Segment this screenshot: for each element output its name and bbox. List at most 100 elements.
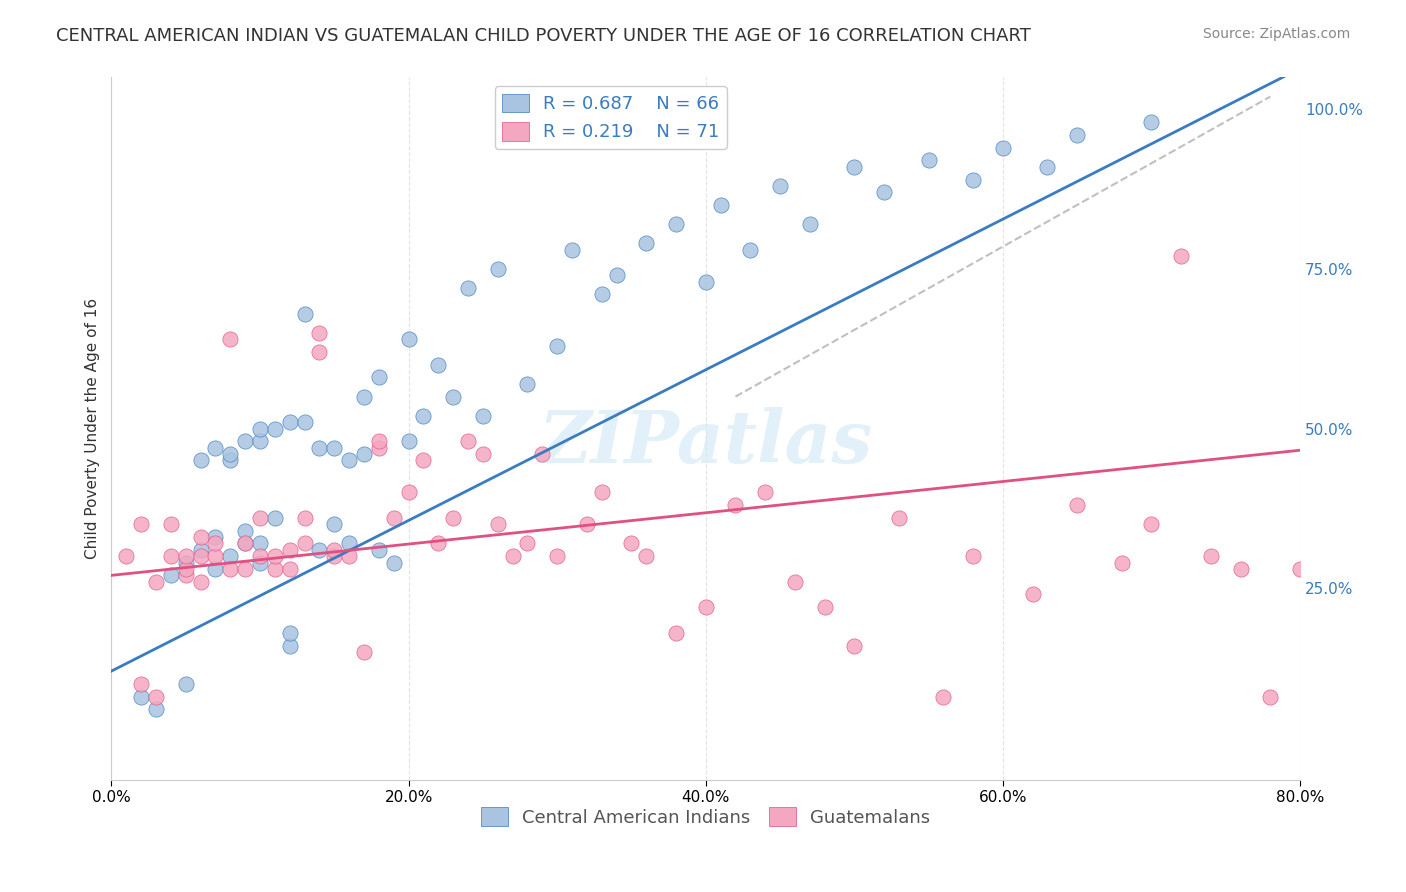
Legend: Central American Indians, Guatemalans: Central American Indians, Guatemalans [474,800,938,834]
Point [382,556,405,570]
Point [145,574,167,589]
Point [219,332,242,346]
Point [1111,556,1133,570]
Point [263,562,285,576]
Point [308,345,330,359]
Point [233,536,256,550]
Point [367,542,389,557]
Point [382,511,405,525]
Point [844,639,866,653]
Point [160,517,183,532]
Point [174,677,197,691]
Point [145,702,167,716]
Point [441,390,464,404]
Point [709,198,731,212]
Point [308,326,330,340]
Point [190,542,212,557]
Point [219,453,242,467]
Point [294,415,316,429]
Point [204,441,226,455]
Point [620,536,643,550]
Y-axis label: Child Poverty Under the Age of 16: Child Poverty Under the Age of 16 [86,298,100,559]
Point [204,549,226,564]
Point [1170,249,1192,263]
Point [1140,517,1163,532]
Point [516,536,538,550]
Text: ZIPatlas: ZIPatlas [538,407,873,478]
Point [190,530,212,544]
Point [1066,498,1088,512]
Point [323,542,346,557]
Point [160,549,183,564]
Point [160,568,183,582]
Point [353,447,375,461]
Point [546,338,568,352]
Point [471,447,494,461]
Point [174,556,197,570]
Point [263,549,285,564]
Point [294,511,316,525]
Point [263,511,285,525]
Point [249,511,271,525]
Point [129,677,152,691]
Point [278,542,301,557]
Point [337,536,360,550]
Point [1140,115,1163,129]
Point [367,434,389,449]
Point [502,549,524,564]
Point [962,172,984,186]
Point [1021,587,1043,601]
Point [427,358,450,372]
Point [1036,160,1059,174]
Point [1229,562,1251,576]
Point [575,517,598,532]
Point [457,281,479,295]
Point [962,549,984,564]
Point [769,178,792,193]
Point [294,307,316,321]
Point [412,453,434,467]
Point [516,376,538,391]
Point [190,549,212,564]
Point [278,625,301,640]
Point [219,562,242,576]
Point [917,153,939,168]
Point [486,517,509,532]
Point [546,549,568,564]
Point [991,141,1014,155]
Point [249,421,271,435]
Point [129,517,152,532]
Point [294,536,316,550]
Point [337,453,360,467]
Point [398,434,420,449]
Point [665,217,688,231]
Point [323,517,346,532]
Point [398,332,420,346]
Point [1289,562,1312,576]
Point [190,574,212,589]
Point [233,562,256,576]
Point [174,562,197,576]
Point [724,498,747,512]
Point [367,441,389,455]
Point [323,549,346,564]
Point [1066,128,1088,142]
Point [337,549,360,564]
Point [249,434,271,449]
Point [353,645,375,659]
Point [278,562,301,576]
Point [263,421,285,435]
Point [591,485,613,500]
Point [219,447,242,461]
Point [233,524,256,538]
Point [204,562,226,576]
Point [695,275,717,289]
Point [278,415,301,429]
Point [249,556,271,570]
Point [665,625,688,640]
Point [412,409,434,423]
Point [887,511,910,525]
Point [190,453,212,467]
Point [783,574,806,589]
Point [174,568,197,582]
